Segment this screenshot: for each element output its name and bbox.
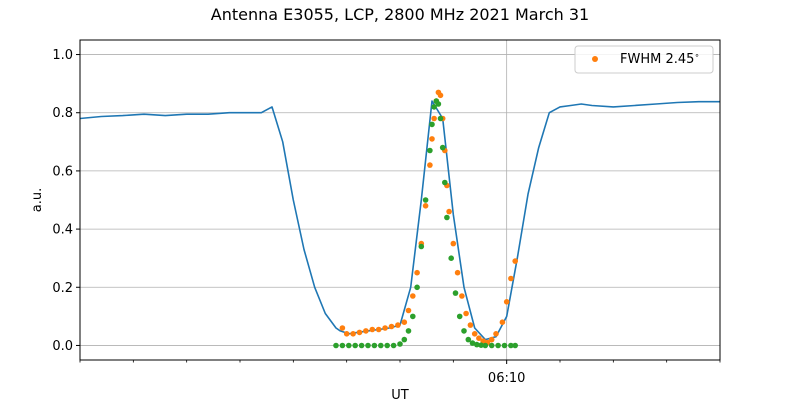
chart-title: Antenna E3055, LCP, 2800 MHz 2021 March …: [211, 5, 589, 24]
data-point: [431, 104, 437, 110]
data-point: [401, 319, 408, 326]
y-tick-label: 0.0: [52, 339, 73, 354]
data-point: [471, 331, 478, 337]
data-point: [499, 319, 506, 326]
data-point: [384, 342, 391, 349]
y-tick-label: 0.4: [52, 223, 73, 238]
data-point: [456, 313, 463, 320]
data-point: [414, 284, 420, 291]
data-point: [401, 336, 408, 343]
data-point: [437, 92, 444, 99]
y-ticks: 0.0 0.2 0.4 0.6 0.8 1.0: [52, 48, 80, 354]
data-point: [495, 342, 501, 349]
data-point: [454, 269, 461, 276]
data-point: [339, 342, 346, 349]
data-point: [369, 326, 376, 333]
legend-label: FWHM 2.45∘: [620, 51, 699, 67]
data-point: [437, 115, 444, 122]
data-point: [476, 335, 482, 342]
y-tick-label: 0.8: [52, 106, 73, 121]
data-point: [405, 328, 412, 334]
data-point: [478, 342, 484, 349]
data-point: [463, 310, 469, 317]
data-point: [356, 329, 363, 336]
x-ticks: 06:10: [79, 360, 721, 386]
data-point: [512, 258, 518, 264]
data-point: [365, 342, 371, 349]
data-point: [363, 328, 369, 334]
data-point: [446, 208, 452, 215]
data-point: [482, 342, 489, 349]
data-point: [350, 331, 356, 337]
data-point: [474, 341, 480, 348]
series-line: [79, 100, 720, 341]
y-tick-label: 1.0: [52, 48, 73, 63]
y-axis-label: a.u.: [30, 188, 45, 212]
data-point: [346, 342, 352, 349]
data-point: [352, 342, 359, 349]
data-point: [395, 322, 401, 328]
x-axis-label: UT: [391, 388, 409, 400]
plot-frame: [79, 39, 721, 361]
data-point: [444, 214, 450, 221]
series-fit: [333, 98, 518, 349]
data-point: [488, 342, 495, 349]
y-tick-label: 0.2: [52, 281, 73, 296]
data-point: [508, 275, 514, 282]
data-point: [429, 121, 435, 128]
data-point: [390, 342, 397, 349]
data-point: [465, 336, 472, 343]
data-point: [452, 290, 459, 296]
data-point: [422, 203, 429, 209]
data-point: [422, 197, 429, 203]
data-point: [467, 322, 474, 328]
data-point: [493, 331, 499, 337]
data-point: [439, 144, 446, 151]
data-point: [382, 325, 388, 331]
legend: FWHM 2.45∘: [574, 45, 714, 74]
data-point: [448, 255, 455, 261]
data-point: [388, 323, 395, 330]
data-point: [397, 341, 403, 347]
series-measured: [79, 100, 720, 341]
data-point: [375, 326, 382, 333]
data-point: [431, 115, 437, 122]
data-point: [333, 342, 339, 349]
data-point: [410, 313, 416, 320]
data-point: [371, 342, 378, 349]
data-point: [503, 299, 510, 305]
data-point: [450, 240, 457, 247]
data-point: [461, 328, 467, 334]
data-point: [512, 342, 518, 349]
legend-marker: [592, 56, 598, 62]
data-point: [410, 293, 416, 299]
data-point: [343, 331, 350, 337]
data-point: [418, 243, 425, 250]
data-point: [358, 342, 365, 349]
data-point: [414, 269, 420, 276]
data-point: [459, 293, 465, 299]
data-point: [405, 307, 412, 314]
data-point: [429, 136, 435, 142]
data-point: [442, 179, 448, 186]
data-point: [469, 340, 476, 346]
data-point: [488, 336, 495, 343]
data-point: [501, 342, 508, 349]
data-point: [378, 342, 384, 349]
data-point: [427, 147, 433, 154]
data-point: [435, 101, 442, 107]
data-point: [339, 325, 346, 331]
x-tick-label: 06:10: [488, 371, 525, 386]
y-grid: [80, 54, 720, 346]
legend-box: [574, 45, 714, 74]
data-point: [508, 342, 514, 349]
data-point: [427, 162, 433, 168]
y-tick-label: 0.6: [52, 164, 73, 179]
